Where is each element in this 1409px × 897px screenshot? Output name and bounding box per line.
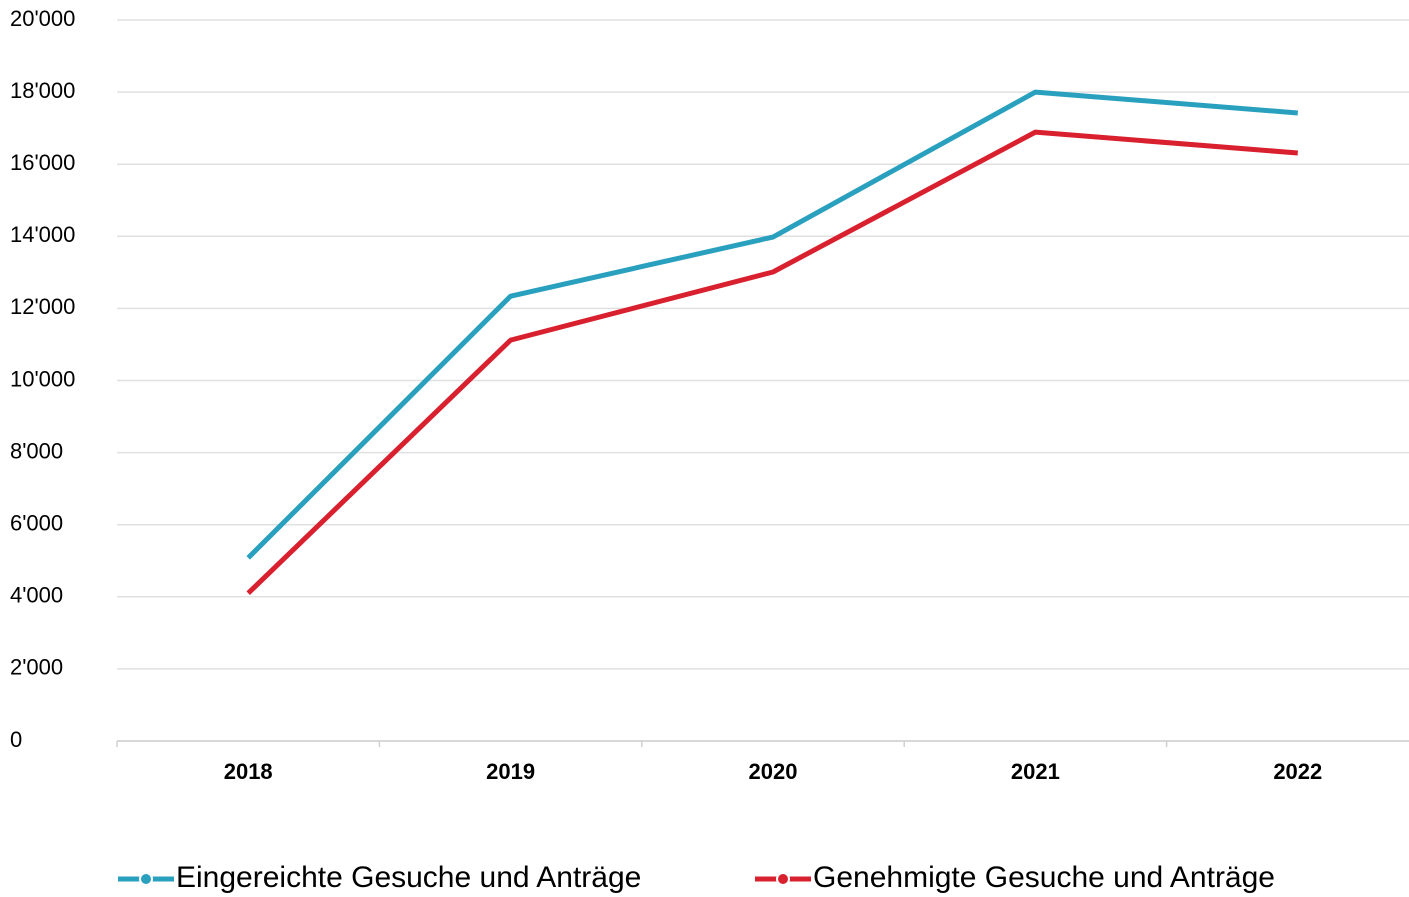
x-tick-label: 2021 (1011, 759, 1060, 784)
x-tick-label: 2018 (224, 759, 273, 784)
y-tick-label: 14'000 (10, 222, 75, 247)
x-tick-label: 2020 (749, 759, 798, 784)
y-tick-label: 16'000 (10, 150, 75, 175)
legend-marker (139, 872, 153, 886)
y-tick-label: 20'000 (10, 6, 75, 31)
y-tick-label: 18'000 (10, 78, 75, 103)
y-tick-label: 10'000 (10, 366, 75, 391)
y-tick-label: 8'000 (10, 438, 63, 463)
y-tick-label: 12'000 (10, 294, 75, 319)
y-tick-label: 2'000 (10, 655, 63, 680)
y-tick-label: 0 (10, 727, 22, 752)
legend-label: Eingereichte Gesuche und Anträge (176, 861, 641, 894)
x-tick-label: 2022 (1273, 759, 1322, 784)
y-tick-label: 4'000 (10, 583, 63, 608)
legend-marker (776, 872, 790, 886)
y-tick-label: 6'000 (10, 511, 63, 536)
x-tick-label: 2019 (486, 759, 535, 784)
series-line (246, 129, 1298, 595)
series-line (246, 89, 1298, 560)
legend-label: Genehmigte Gesuche und Anträge (813, 861, 1275, 894)
